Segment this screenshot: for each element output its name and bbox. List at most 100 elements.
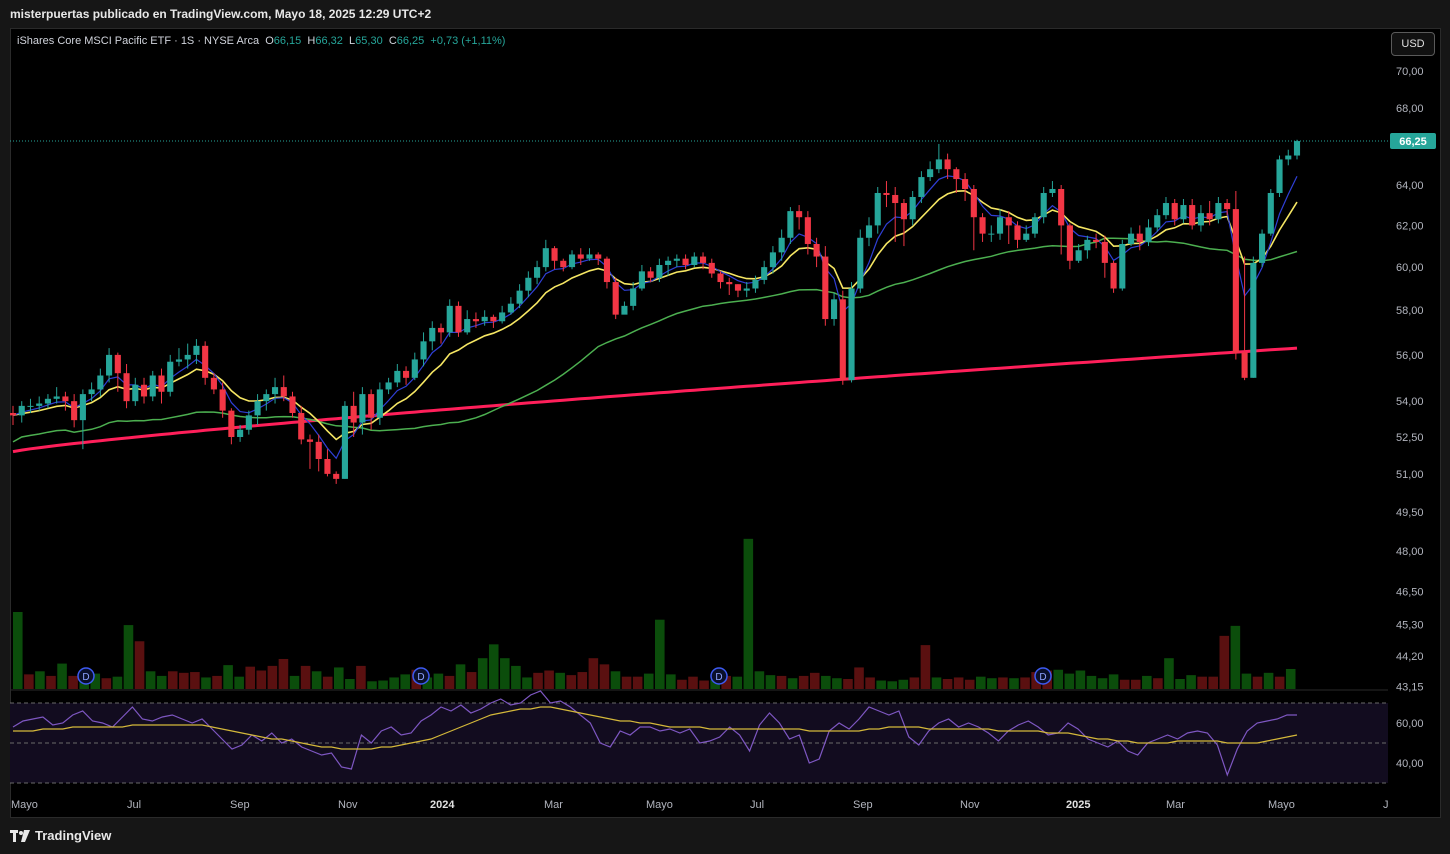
time-tick-label: Jul xyxy=(750,799,764,811)
candle xyxy=(88,382,95,402)
volume-bar xyxy=(1053,669,1064,689)
candle xyxy=(210,373,217,395)
volume-bar xyxy=(544,670,554,689)
candle xyxy=(1241,256,1248,381)
candle xyxy=(1276,155,1283,197)
candle-body xyxy=(1058,188,1065,226)
candle-body xyxy=(324,458,331,474)
candle-body xyxy=(996,217,1004,234)
candle xyxy=(27,398,34,413)
candle xyxy=(1259,229,1266,268)
volume-bar xyxy=(953,677,964,689)
volume-bar xyxy=(500,658,510,689)
candle-body xyxy=(385,382,392,390)
volume-bar xyxy=(677,679,687,689)
candle xyxy=(263,389,270,411)
volume-bar xyxy=(68,675,78,689)
candle-body xyxy=(245,415,252,430)
volume-bar xyxy=(190,672,200,689)
candle xyxy=(1093,233,1100,249)
time-tick-label: Sep xyxy=(230,799,250,811)
volume-bar xyxy=(1241,673,1252,689)
candle xyxy=(149,370,156,402)
volume-bar xyxy=(588,658,599,689)
candle xyxy=(481,310,488,326)
volume-bar xyxy=(643,673,654,689)
volume-bar xyxy=(156,675,167,689)
candle-body xyxy=(184,354,191,360)
dividend-marker: D xyxy=(1034,667,1052,685)
volume-bar xyxy=(24,674,34,689)
candle-body xyxy=(1241,352,1248,378)
candle-body xyxy=(350,405,357,423)
candle-body xyxy=(673,258,680,261)
ema-mid-line xyxy=(12,189,1298,441)
volume-bar xyxy=(1186,675,1196,689)
candle xyxy=(1145,219,1152,247)
candle-body xyxy=(935,159,942,170)
candle xyxy=(900,198,907,247)
candle xyxy=(464,310,471,335)
price-pane xyxy=(10,139,1388,484)
volume-bar xyxy=(167,671,178,689)
volume-bar xyxy=(1119,679,1130,689)
candle-body xyxy=(1119,244,1126,289)
candle xyxy=(1005,211,1012,245)
candle-body xyxy=(333,473,340,479)
volume-bar xyxy=(1142,675,1152,689)
candle-body xyxy=(1224,203,1231,210)
candle xyxy=(1014,221,1021,249)
candle xyxy=(245,410,252,435)
volume-bar xyxy=(267,665,278,689)
candle-body xyxy=(298,412,305,440)
candle-body xyxy=(1232,209,1239,353)
candle-body xyxy=(437,327,445,333)
volume-bar xyxy=(1285,668,1296,689)
candle-body xyxy=(1189,205,1196,226)
candle-body xyxy=(219,389,226,411)
volume-bar xyxy=(466,672,477,689)
candle xyxy=(394,364,401,388)
candle-body xyxy=(1145,227,1152,242)
candle xyxy=(603,256,611,289)
candle-body xyxy=(822,256,829,320)
candle-body xyxy=(368,394,375,418)
high-value: 66,32 xyxy=(315,35,343,47)
candle xyxy=(682,254,689,270)
time-tick-label: Mayo xyxy=(1268,799,1295,811)
volume-bar xyxy=(533,672,543,689)
candle xyxy=(1127,227,1135,247)
candle xyxy=(734,284,742,298)
candle-body xyxy=(306,439,314,442)
volume-bar xyxy=(555,672,565,689)
candle-body xyxy=(874,192,881,226)
candle xyxy=(630,282,637,311)
rsi-tick-label: 40,00 xyxy=(1396,758,1424,770)
volume-bar xyxy=(632,676,643,689)
volume-bar xyxy=(1064,673,1075,689)
candle xyxy=(10,405,17,425)
volume-bar xyxy=(422,677,433,689)
candle-body xyxy=(691,256,698,265)
volume-bar xyxy=(909,677,920,689)
volume-bar xyxy=(942,678,953,689)
candle-body xyxy=(900,203,907,220)
candle xyxy=(1206,201,1213,226)
candle xyxy=(621,301,628,315)
candle-body xyxy=(534,267,541,278)
candle xyxy=(306,434,314,469)
currency-button[interactable]: USD xyxy=(1391,32,1435,56)
candle-body xyxy=(79,394,86,421)
tradingview-footer[interactable]: TradingView xyxy=(10,828,111,843)
open-label: O xyxy=(265,35,274,47)
candle-body xyxy=(1154,215,1161,228)
price-chart[interactable]: D D D D 70,00 68,00 66,25 64,00 62,00 60,00 58,00… xyxy=(10,28,1441,818)
candle xyxy=(455,301,462,337)
candle xyxy=(673,254,680,268)
candle xyxy=(935,143,942,174)
candle-body xyxy=(726,282,733,285)
candle-body xyxy=(1259,233,1266,263)
candle xyxy=(1197,205,1204,232)
volume-bar xyxy=(145,671,156,689)
volume-bar xyxy=(666,674,676,689)
